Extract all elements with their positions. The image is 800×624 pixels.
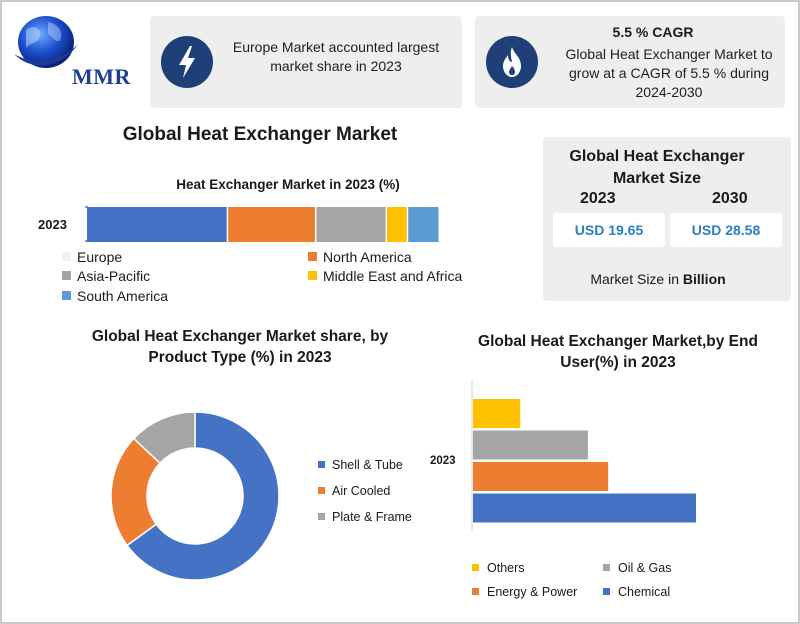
mmr-logo: MMR (12, 14, 142, 89)
stacked-segment-asia-pacific (316, 207, 386, 242)
legend-swatch-asia-pacific (62, 271, 71, 280)
market-size-note: Market Size in Billion (548, 271, 768, 287)
regional-chart-title: Heat Exchanger Market in 2023 (%) (176, 177, 400, 192)
market-size-value-2023: USD 19.65 (553, 213, 665, 247)
hbar-swatch-chemical (603, 588, 610, 595)
hbar-label-oil-gas: Oil & Gas (618, 561, 672, 575)
stacked-segment-europe (87, 207, 227, 242)
end-user-chart-category-label: 2023 (430, 455, 456, 467)
regional-chart-category-label: 2023 (38, 217, 67, 232)
legend-middle-east-africa: Middle East and Africa (308, 268, 462, 284)
product-type-donut (110, 411, 280, 581)
legend-label-north-america: North America (323, 249, 412, 265)
hbar-others (473, 399, 521, 428)
hbar-legend-energy-power: Energy & Power (472, 585, 577, 599)
legend-label-south-america: South America (77, 288, 169, 304)
donut-legend-shell-tube: Shell & Tube (318, 458, 403, 472)
legend-swatch-south-america (62, 291, 71, 300)
hbar-energy-and-power (473, 462, 609, 491)
hbar-legend-oil-gas: Oil & Gas (603, 561, 672, 575)
market-size-value-2030: USD 28.58 (670, 213, 782, 247)
market-size-note-prefix: Market Size in (590, 271, 683, 287)
cagr-text: Global Heat Exchanger Market to grow at … (565, 46, 773, 100)
cagr-title: 5.5 % CAGR (612, 24, 694, 40)
legend-asia-pacific: Asia-Pacific (62, 268, 150, 284)
hbar-legend-chemical: Chemical (603, 585, 670, 599)
legend-label-europe: Europe (77, 249, 123, 265)
donut-legend-plate-frame: Plate & Frame (318, 510, 412, 524)
hbar-label-energy-power: Energy & Power (487, 585, 578, 599)
donut-swatch-plate-frame (318, 513, 325, 520)
donut-label-shell-tube: Shell & Tube (332, 458, 403, 472)
regional-axis-tick (85, 206, 88, 208)
flame-icon (486, 36, 538, 88)
hbar-oil-and-gas (473, 430, 588, 460)
globe-logo-icon (14, 16, 78, 68)
hbar-label-others: Others (487, 561, 525, 575)
market-size-title: Global Heat Exchanger Market Size (569, 148, 745, 187)
donut-swatch-shell-tube (318, 461, 325, 468)
donut-slice-plate-and-frame (132, 411, 196, 465)
hbar-swatch-oil-gas (603, 564, 610, 571)
hbar-swatch-others (472, 564, 479, 571)
stacked-segment-north-america (228, 207, 315, 242)
donut-swatch-air-cooled (318, 487, 325, 494)
donut-slice-shell-and-tube (125, 411, 280, 581)
donut-label-plate-frame: Plate & Frame (332, 510, 412, 524)
legend-swatch-middle-east-africa (308, 271, 317, 280)
donut-legend-air-cooled: Air Cooled (318, 484, 390, 498)
stacked-segment-middle-east-and-africa (387, 207, 407, 242)
regional-stacked-bar (87, 207, 439, 242)
stacked-segment-south-america (408, 207, 439, 242)
hbar-swatch-energy-power (472, 588, 479, 595)
product-type-chart-title: Global Heat Exchanger Market share, by P… (91, 328, 389, 366)
end-user-chart-title: Global Heat Exchanger Market,by End User… (478, 333, 758, 371)
legend-swatch-north-america (308, 252, 317, 261)
legend-south-america: South America (62, 288, 168, 304)
info-card-europe-text: Europe Market accounted largest market s… (232, 39, 440, 74)
legend-swatch-europe (62, 252, 71, 261)
legend-label-asia-pacific: Asia-Pacific (77, 268, 151, 284)
regional-axis-tick (85, 240, 88, 242)
market-size-note-unit: Billion (682, 271, 726, 287)
legend-north-america: North America (308, 249, 412, 265)
page-title: Global Heat Exchanger Market (122, 124, 398, 145)
hbar-legend-others: Others (472, 561, 525, 575)
hbar-label-chemical: Chemical (618, 585, 671, 599)
legend-europe: Europe (62, 249, 122, 265)
legend-label-middle-east-africa: Middle East and Africa (323, 268, 463, 284)
end-user-bar-chart (471, 380, 696, 530)
logo-text: MMR (72, 64, 131, 89)
lightning-bolt-icon (161, 36, 213, 88)
market-size-year-2023: 2023 (580, 190, 616, 207)
market-size-year-2030: 2030 (712, 190, 748, 207)
hbar-chemical (473, 493, 696, 523)
donut-label-air-cooled: Air Cooled (332, 484, 391, 498)
